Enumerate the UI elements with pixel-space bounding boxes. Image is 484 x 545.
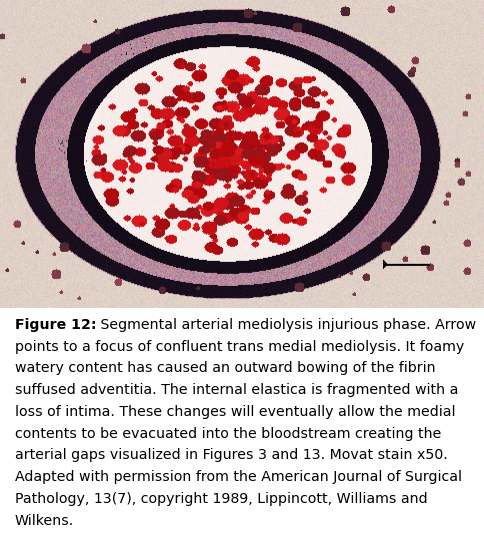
Text: points to a focus of confluent trans medial mediolysis. It foamy: points to a focus of confluent trans med…	[15, 340, 464, 354]
Text: Pathology, 13(7), copyright 1989, Lippincott, Williams and: Pathology, 13(7), copyright 1989, Lippin…	[15, 492, 427, 506]
Text: Figure 12:: Figure 12:	[15, 318, 96, 332]
Text: Adapted with permission from the American Journal of Surgical: Adapted with permission from the America…	[15, 470, 462, 485]
Text: watery content has caused an outward bowing of the fibrin: watery content has caused an outward bow…	[15, 361, 435, 376]
Text: arterial gaps visualized in Figures 3 and 13. Movat stain x50.: arterial gaps visualized in Figures 3 an…	[15, 449, 447, 463]
Text: loss of intima. These changes will eventually allow the medial: loss of intima. These changes will event…	[15, 405, 455, 419]
Text: Segmental arterial mediolysis injurious phase. Arrow: Segmental arterial mediolysis injurious …	[96, 318, 476, 332]
Text: Wilkens.: Wilkens.	[15, 514, 74, 528]
Text: contents to be evacuated into the bloodstream creating the: contents to be evacuated into the bloods…	[15, 427, 441, 441]
Text: suffused adventitia. The internal elastica is fragmented with a: suffused adventitia. The internal elasti…	[15, 383, 458, 397]
